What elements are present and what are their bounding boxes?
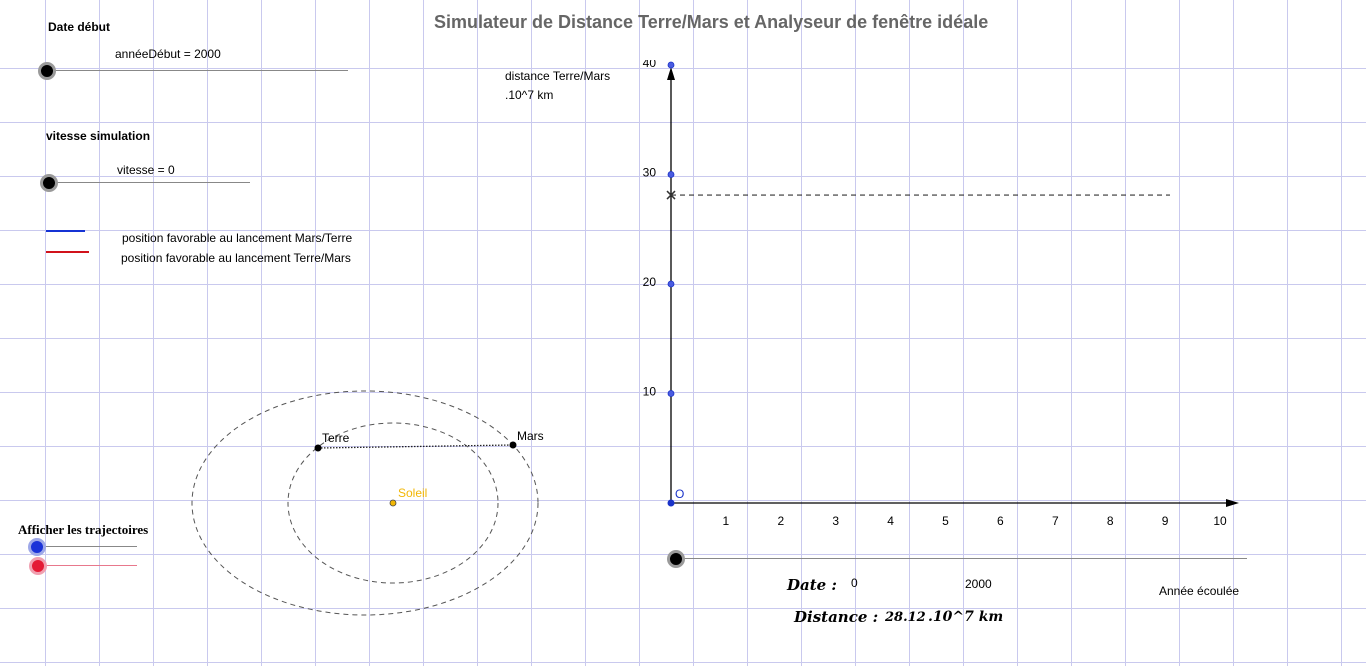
sun-point bbox=[389, 499, 397, 507]
x-tick-label: 8 bbox=[1107, 514, 1114, 528]
origin-point bbox=[667, 499, 675, 507]
date-readout-label: Date : bbox=[787, 576, 837, 594]
y-tick-point bbox=[667, 61, 675, 69]
speed-slider-handle[interactable] bbox=[40, 174, 58, 192]
red-toggle-track[interactable] bbox=[38, 565, 137, 566]
y-tick-point bbox=[667, 390, 675, 397]
mars-orbit bbox=[191, 390, 539, 616]
x-tick-label: 10 bbox=[1213, 514, 1227, 528]
legend-red-line bbox=[46, 251, 89, 253]
blue-toggle-track[interactable] bbox=[36, 546, 137, 547]
year-value: 2000 bbox=[965, 577, 992, 591]
earth-label: Terre bbox=[322, 431, 350, 445]
earth-mars-distance-line bbox=[317, 444, 514, 449]
y-tick-point bbox=[667, 280, 675, 288]
x-tick-label: 4 bbox=[887, 514, 894, 528]
y-tick-label: 10 bbox=[643, 385, 657, 399]
x-tick-label: 6 bbox=[997, 514, 1004, 528]
orbit-diagram bbox=[191, 390, 539, 616]
speed-slider-label: vitesse = 0 bbox=[117, 163, 175, 177]
origin-label: O bbox=[675, 487, 685, 501]
earth-point[interactable] bbox=[314, 444, 322, 452]
elapsed-value: 0 bbox=[851, 576, 858, 590]
earth-orbit bbox=[287, 422, 499, 584]
distance-unit: .10^7 km bbox=[928, 609, 1004, 625]
y-axis-label-line2: .10^7 km bbox=[505, 88, 554, 102]
speed-slider-track[interactable] bbox=[46, 182, 250, 183]
y-tick-point bbox=[667, 171, 675, 178]
x-axis-label: Année écoulée bbox=[1159, 584, 1240, 598]
x-tick-label: 7 bbox=[1052, 514, 1059, 528]
year-slider-handle[interactable] bbox=[38, 62, 56, 80]
year-slider-label: annéeDébut = 2000 bbox=[115, 47, 221, 61]
app-title: Simulateur de Distance Terre/Mars et Ana… bbox=[434, 12, 989, 32]
distance-graph: 1 2 3 4 5 6 7 8 9 10 10 20 30 40 bbox=[643, 60, 1239, 528]
legend-blue-label: position favorable au lancement Mars/Ter… bbox=[122, 231, 353, 245]
legend-red-label: position favorable au lancement Terre/Ma… bbox=[121, 251, 351, 265]
y-tick-label: 30 bbox=[643, 166, 657, 180]
y-tick-label: 40 bbox=[643, 60, 657, 70]
distance-readout-label: Distance : bbox=[794, 608, 879, 626]
x-tick-label: 3 bbox=[832, 514, 839, 528]
y-axis-arrow bbox=[667, 67, 675, 80]
red-trajectory-toggle[interactable] bbox=[29, 557, 47, 575]
mars-label: Mars bbox=[517, 429, 544, 443]
x-tick-label: 1 bbox=[723, 514, 730, 528]
y-axis-label-line1: distance Terre/Mars bbox=[505, 69, 611, 83]
show-trajectories-label: Afficher les trajectoires bbox=[18, 522, 149, 537]
current-distance-marker bbox=[666, 190, 676, 200]
x-axis-arrow bbox=[1226, 499, 1239, 507]
year-slider-track[interactable] bbox=[46, 70, 348, 71]
x-tick-label: 5 bbox=[942, 514, 949, 528]
mars-point[interactable] bbox=[509, 441, 517, 449]
distance-value: 28.12 bbox=[885, 610, 926, 625]
x-tick-label: 2 bbox=[777, 514, 784, 528]
legend-blue-line bbox=[46, 230, 85, 232]
sun-label: Soleil bbox=[398, 486, 428, 500]
x-tick-label: 9 bbox=[1162, 514, 1169, 528]
y-tick-label: 20 bbox=[643, 275, 657, 289]
date-start-heading: Date début bbox=[48, 20, 111, 34]
time-slider-handle[interactable] bbox=[667, 550, 685, 568]
speed-heading: vitesse simulation bbox=[46, 129, 151, 143]
time-slider-track[interactable] bbox=[675, 558, 1247, 559]
blue-trajectory-toggle[interactable] bbox=[28, 538, 46, 556]
